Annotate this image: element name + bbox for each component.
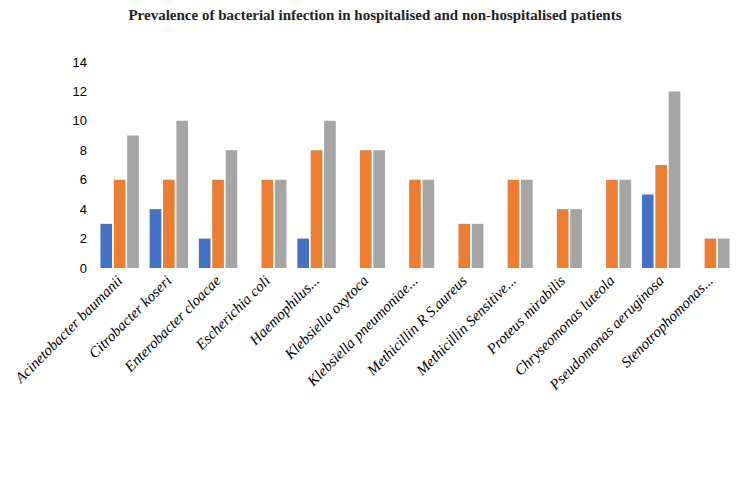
svg-text:Pseudomonas aeruginosa: Pseudomonas aeruginosa <box>546 272 667 393</box>
svg-text:Chryseomonas luteola: Chryseomonas luteola <box>511 272 618 379</box>
svg-text:Prevalence of bacterial infect: Prevalence of bacterial infection in hos… <box>128 7 621 23</box>
svg-text:Methicillin R S.aureus: Methicillin R S.aureus <box>363 272 470 379</box>
svg-text:0: 0 <box>80 261 87 276</box>
svg-text:2: 2 <box>80 231 87 246</box>
svg-text:Citrobacter koseri: Citrobacter koseri <box>86 272 175 361</box>
svg-text:Escherichia coli: Escherichia coli <box>192 272 273 353</box>
svg-text:14: 14 <box>73 55 87 70</box>
svg-text:4: 4 <box>80 202 87 217</box>
svg-text:Enterobacter cloacae: Enterobacter cloacae <box>121 272 224 375</box>
svg-text:Proteus mirabilis: Proteus mirabilis <box>483 272 569 358</box>
svg-text:8: 8 <box>80 143 87 158</box>
svg-text:6: 6 <box>80 172 87 187</box>
svg-text:Haemophilus...: Haemophilus... <box>246 272 323 349</box>
svg-text:12: 12 <box>73 84 87 99</box>
svg-text:Klebsiella oxytoca: Klebsiella oxytoca <box>281 272 372 363</box>
svg-text:Acinetobacter baumanii: Acinetobacter baumanii <box>11 272 126 386</box>
svg-text:Klebsiella pneumoniae...: Klebsiella pneumoniae... <box>304 272 421 389</box>
svg-text:Methicillin Sensitive...: Methicillin Sensitive... <box>413 272 520 379</box>
svg-text:Stenotrophomonas...: Stenotrophomonas... <box>618 272 716 370</box>
svg-text:10: 10 <box>73 113 87 128</box>
